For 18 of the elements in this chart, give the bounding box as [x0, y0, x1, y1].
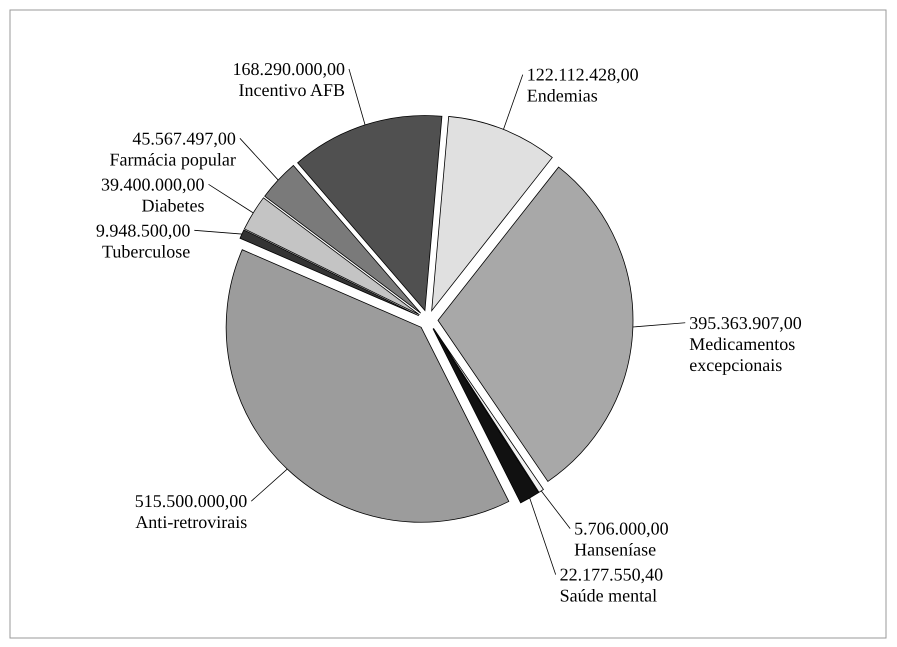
- data-label: 45.567.497,00: [132, 128, 236, 148]
- data-label: 122.112.428,00: [526, 64, 639, 85]
- slice-label: Medicamentos excepcionais: [689, 334, 796, 375]
- data-label: 168.290.000,00: [232, 59, 345, 80]
- slice-label: Hanseníase: [574, 540, 656, 560]
- slice-label: Diabetes: [142, 195, 205, 216]
- data-label: 39.400.000,00: [101, 174, 205, 194]
- slice-label: Saúde mental: [560, 586, 658, 606]
- slice-label: Tuberculose: [102, 241, 190, 262]
- slice-label: Farmácia popular: [109, 149, 236, 170]
- data-label: 9.948.500,00: [96, 220, 190, 240]
- data-label: 22.177.550,40: [560, 564, 664, 585]
- data-label: 5.706.000,00: [574, 518, 669, 539]
- slice-label: Anti-retrovirais: [135, 512, 248, 532]
- data-label: 515.500.000,00: [134, 491, 248, 512]
- data-label: 395.363.907,00: [689, 312, 802, 333]
- slice-label: Incentivo AFB: [238, 80, 345, 100]
- slice-label: Endemias: [526, 86, 598, 106]
